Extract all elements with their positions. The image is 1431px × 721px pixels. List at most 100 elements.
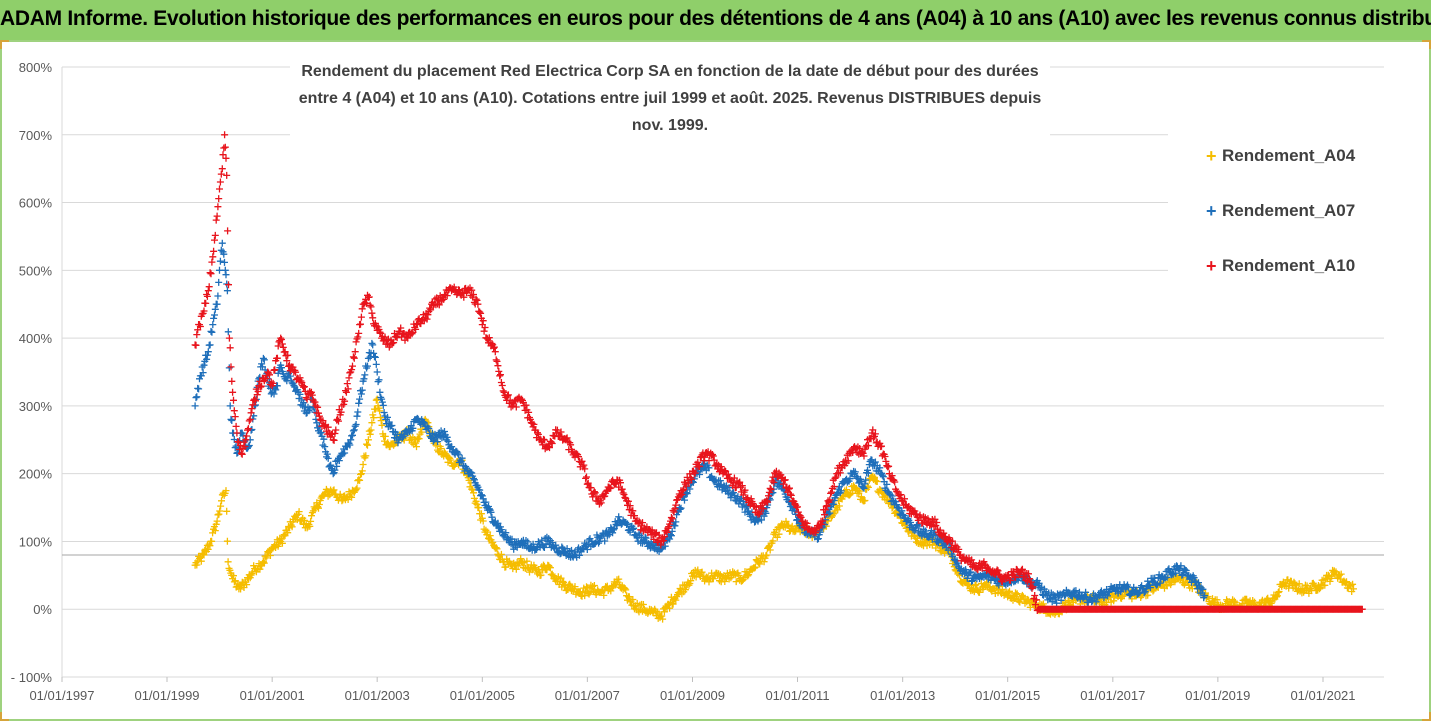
data-point-fill: [208, 328, 216, 336]
data-point-fill: [349, 427, 357, 435]
data-point-fill: [630, 524, 638, 532]
data-point-fill: [751, 564, 759, 572]
data-point: [321, 422, 329, 430]
data-point-fill: [368, 309, 376, 317]
legend-label-a07: Rendement_A07: [1222, 201, 1356, 220]
data-point-fill: [363, 440, 371, 448]
data-point-fill: [1016, 598, 1024, 606]
data-point-fill: [639, 601, 647, 608]
data-point-fill: [1273, 592, 1281, 600]
data-point-fill: [443, 433, 451, 441]
data-point-fill: [497, 379, 505, 386]
data-point-fill: [1025, 570, 1032, 578]
data-point-fill: [425, 425, 433, 433]
resize-handle-top-right-icon[interactable]: [1421, 40, 1431, 50]
data-point-fill: [443, 292, 451, 300]
data-point-fill: [384, 439, 392, 447]
data-point-fill: [394, 439, 402, 447]
data-point-fill: [742, 503, 750, 511]
data-point-fill: [831, 474, 839, 482]
data-point-fill: [1110, 597, 1118, 605]
data-point-fill: [447, 456, 455, 464]
data-point-fill: [621, 585, 629, 593]
data-point-fill: [244, 426, 251, 434]
data-point-fill: [215, 278, 223, 286]
data-point-fill: [661, 542, 669, 550]
data-point-fill: [1006, 587, 1013, 595]
data-point-fill: [1204, 593, 1212, 601]
y-tick-label: 500%: [19, 263, 53, 278]
data-point-fill: [1292, 581, 1300, 589]
data-point-fill: [215, 510, 223, 518]
data-point-fill: [331, 430, 339, 437]
data-point-fill: [470, 291, 477, 298]
data-point-fill: [296, 390, 304, 398]
data-point-fill: [476, 308, 484, 316]
resize-handle-bottom-left-icon[interactable]: [0, 711, 10, 721]
data-point-fill: [871, 458, 879, 466]
data-point-fill: [196, 323, 204, 330]
data-point: [209, 321, 217, 329]
data-point-fill: [512, 403, 520, 411]
data-point-fill: [308, 512, 315, 520]
data-point-fill: [755, 559, 763, 567]
data-point-fill: [266, 371, 273, 379]
data-point-fill: [278, 340, 286, 348]
data-point: [404, 334, 412, 342]
y-tick-label: 0%: [33, 602, 52, 617]
x-tick-label: 01/01/2007: [555, 688, 620, 703]
data-point-fill: [274, 542, 282, 550]
data-point: [329, 470, 337, 478]
data-point-fill: [372, 360, 380, 368]
x-tick-label: 01/01/2005: [450, 688, 515, 703]
data-point-fill: [597, 499, 605, 507]
data-point-fill: [972, 581, 980, 589]
data-point-fill: [193, 393, 201, 401]
data-point-fill: [472, 295, 480, 303]
data-point-fill: [932, 522, 940, 529]
data-point-fill: [1018, 565, 1026, 573]
data-point-fill: [335, 457, 343, 465]
data-point-fill: [227, 363, 235, 371]
data-point-fill: [860, 484, 868, 492]
data-point-fill: [829, 500, 837, 508]
data-point-fill: [705, 464, 713, 472]
data-point-fill: [380, 409, 388, 416]
data-point-fill: [1013, 590, 1021, 598]
data-point-fill: [888, 492, 896, 500]
resize-handle-bottom-right-icon[interactable]: [1421, 711, 1431, 721]
data-point-fill: [725, 484, 733, 492]
data-point-fill: [617, 479, 624, 487]
data-point-fill: [243, 581, 251, 589]
data-point-fill: [717, 463, 725, 471]
data-point-fill: [371, 353, 378, 361]
data-point: [303, 395, 311, 403]
data-point-fill: [759, 505, 767, 513]
data-point-fill: [345, 374, 353, 382]
data-point-fill: [553, 426, 561, 434]
data-point-fill: [335, 417, 342, 425]
y-tick-label: 200%: [19, 467, 53, 482]
data-point-fill: [358, 305, 366, 313]
resize-handle-top-left-icon[interactable]: [0, 40, 10, 50]
data-point-fill: [652, 530, 660, 538]
data-point-fill: [871, 473, 878, 481]
data-point-fill: [862, 476, 870, 484]
data-point-fill: [315, 504, 322, 512]
data-point-fill: [262, 375, 270, 383]
data-point-fill: [933, 519, 941, 526]
data-point-fill: [307, 517, 315, 525]
data-point-fill: [1274, 589, 1282, 596]
data-point-fill: [353, 484, 361, 492]
data-point-fill: [384, 413, 391, 421]
data-point-fill: [193, 561, 201, 569]
data-point: [500, 388, 508, 396]
data-point-fill: [936, 526, 944, 534]
data-point-fill: [955, 545, 963, 553]
data-point-fill: [547, 438, 555, 446]
data-point-fill: [210, 247, 218, 255]
data-point-fill: [629, 596, 637, 603]
data-point-fill: [237, 585, 245, 593]
y-tick-label: 800%: [19, 60, 53, 75]
data-point-fill: [591, 489, 599, 497]
